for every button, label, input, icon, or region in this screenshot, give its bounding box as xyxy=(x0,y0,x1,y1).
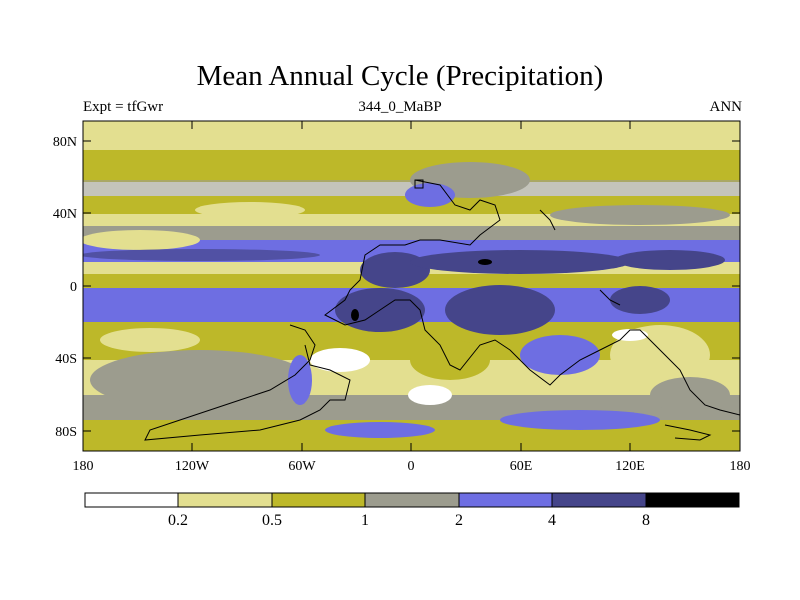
period-label: 344_0_MaBP xyxy=(358,99,442,115)
x-tick-60w: 60W xyxy=(288,459,316,474)
y-tick-40s: 40S xyxy=(55,352,77,367)
precipitation-field xyxy=(83,121,740,451)
colorbar-box xyxy=(178,493,272,507)
x-tick-0: 0 xyxy=(408,459,415,474)
colorbar-label: 0.2 xyxy=(168,512,188,529)
colorbar-label: 8 xyxy=(642,512,650,529)
x-tick-180e: 180 xyxy=(730,459,751,474)
x-tick-120w: 120W xyxy=(175,459,210,474)
x-tick-120e: 120E xyxy=(615,459,645,474)
y-tick-80n: 80N xyxy=(53,135,77,150)
y-tick-0: 0 xyxy=(70,280,77,295)
colorbar-label: 2 xyxy=(455,512,463,529)
y-axis-ticks xyxy=(83,140,740,432)
x-axis-ticks xyxy=(82,121,741,451)
colorbar-label: 4 xyxy=(548,512,556,529)
colorbar-box xyxy=(365,493,459,507)
colorbar-box xyxy=(646,493,739,507)
colorbar-label: 0.5 xyxy=(262,512,282,529)
colorbar-box xyxy=(552,493,646,507)
y-tick-40n: 40N xyxy=(53,207,77,222)
y-tick-80s: 80S xyxy=(55,425,77,440)
colorbar-box xyxy=(272,493,365,507)
colorbar-box xyxy=(459,493,552,507)
x-tick-180w: 180 xyxy=(73,459,94,474)
x-tick-60e: 60E xyxy=(510,459,533,474)
plot-title: Mean Annual Cycle (Precipitation) xyxy=(196,60,604,92)
experiment-label: Expt = tfGwr xyxy=(83,99,164,115)
colorbar-box xyxy=(85,493,178,507)
coastline-outlines xyxy=(144,179,740,441)
season-label: ANN xyxy=(709,99,743,115)
colorbar-label: 1 xyxy=(361,512,369,529)
colorbar: 0.2 0.5 1 2 4 8 xyxy=(84,492,740,529)
